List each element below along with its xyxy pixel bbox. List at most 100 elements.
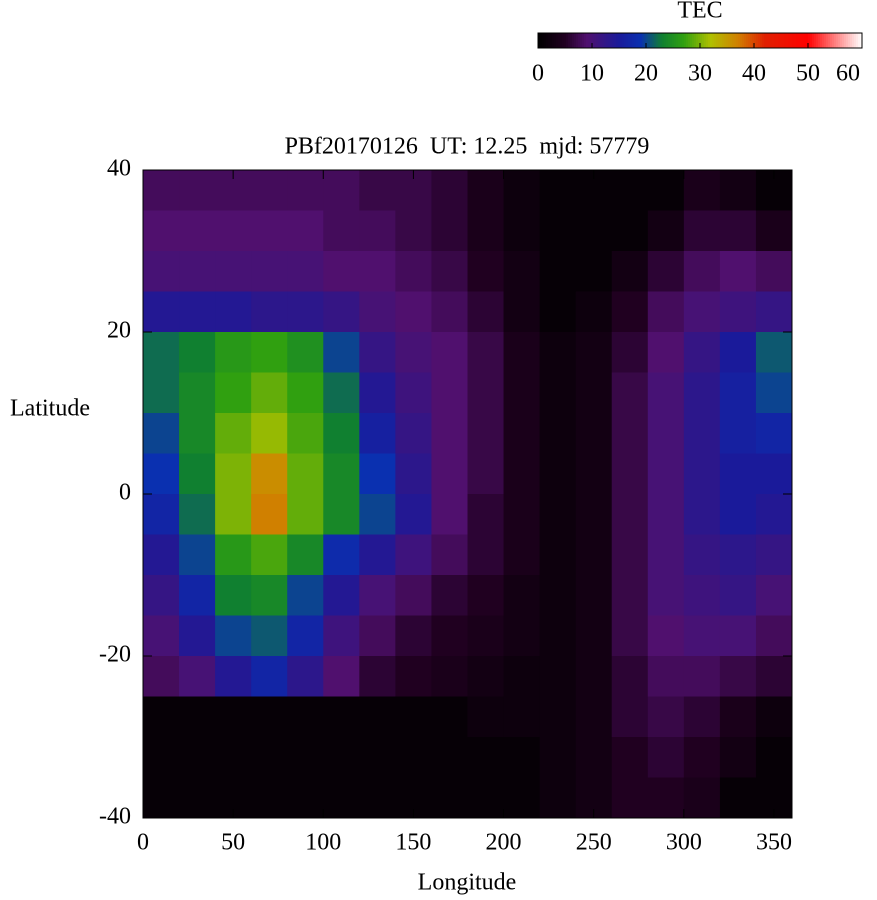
heatmap-cell	[683, 777, 721, 819]
heatmap-cell	[179, 737, 216, 778]
heatmap-cell	[719, 413, 757, 454]
colorbar-step	[786, 33, 789, 48]
heatmap-cell	[647, 453, 685, 495]
colorbar-step	[768, 33, 771, 48]
colorbar-step	[772, 33, 775, 48]
heatmap-cell	[287, 413, 324, 454]
heatmap-cell	[755, 291, 793, 333]
colorbar-step	[664, 33, 667, 48]
heatmap-cell	[359, 413, 396, 454]
heatmap-cell	[575, 372, 613, 414]
colorbar-step	[820, 33, 823, 48]
heatmap-cell	[431, 575, 468, 616]
colorbar-step	[600, 33, 603, 48]
colorbar-step	[728, 33, 731, 48]
heatmap-cell	[647, 737, 685, 778]
heatmap-cell	[431, 413, 468, 454]
heatmap-cell	[611, 494, 649, 535]
chart-title: PBf20170126 UT: 12.25 mjd: 57779	[285, 134, 650, 160]
colorbar-step	[646, 33, 649, 48]
colorbar-step	[846, 33, 849, 48]
heatmap-cell	[323, 494, 360, 535]
heatmap-cell	[323, 170, 360, 211]
colorbar-step	[742, 33, 745, 48]
heatmap-cell	[359, 656, 396, 697]
heatmap-cell	[503, 413, 541, 454]
heatmap-cell	[647, 615, 685, 657]
colorbar-step	[732, 33, 735, 48]
heatmap-cell	[755, 615, 793, 657]
heatmap-cell	[179, 615, 216, 657]
colorbar-step	[640, 33, 643, 48]
heatmap-cell	[143, 372, 180, 414]
heatmap-cell	[503, 777, 541, 819]
heatmap-cell	[215, 615, 252, 657]
heatmap-cell	[251, 656, 288, 697]
heatmap-cell	[575, 291, 613, 333]
heatmap-cell	[755, 575, 793, 616]
heatmap-cell	[359, 494, 396, 535]
heatmap-cell	[755, 696, 793, 738]
heatmap-cell	[431, 777, 468, 819]
heatmap-cell	[611, 372, 649, 414]
colorbar-step	[558, 33, 561, 48]
heatmap-cell	[359, 291, 396, 333]
heatmap-cell	[539, 453, 577, 495]
colorbar-step	[750, 33, 753, 48]
heatmap-cell	[215, 737, 252, 778]
colorbar-step	[832, 33, 835, 48]
colorbar-step	[670, 33, 673, 48]
colorbar-step	[744, 33, 747, 48]
heatmap-cell	[359, 696, 396, 738]
heatmap-cell	[683, 210, 721, 252]
colorbar-step	[548, 33, 551, 48]
colorbar-step	[586, 33, 589, 48]
colorbar-tick-label: 20	[634, 61, 658, 87]
heatmap-cell	[143, 737, 180, 778]
heatmap-cell	[719, 291, 757, 333]
colorbar-step	[682, 33, 685, 48]
heatmap-cell	[251, 210, 288, 252]
colorbar-step	[676, 33, 679, 48]
colorbar-step	[662, 33, 665, 48]
heatmap-cell	[467, 575, 505, 616]
heatmap-cell	[359, 575, 396, 616]
colorbar-step	[826, 33, 829, 48]
heatmap-cell	[575, 251, 613, 292]
colorbar-step	[810, 33, 813, 48]
heatmap-cell	[575, 656, 613, 697]
heatmap-cell	[323, 615, 360, 657]
y-tick-label: 40	[107, 156, 131, 182]
colorbar-step	[648, 33, 651, 48]
colorbar-step	[794, 33, 797, 48]
heatmap-cell	[755, 656, 793, 697]
colorbar-step	[706, 33, 709, 48]
heatmap-cell	[251, 575, 288, 616]
heatmap-cell	[215, 575, 252, 616]
heatmap-cell	[647, 656, 685, 697]
colorbar-step	[828, 33, 831, 48]
heatmap-cell	[143, 413, 180, 454]
colorbar-step	[848, 33, 851, 48]
heatmap-cell	[359, 737, 396, 778]
heatmap-cell	[719, 615, 757, 657]
heatmap-cell	[395, 494, 432, 535]
y-tick-label: -20	[99, 642, 131, 668]
colorbar-step	[800, 33, 803, 48]
colorbar-step	[802, 33, 805, 48]
colorbar-step	[840, 33, 843, 48]
colorbar-step	[604, 33, 607, 48]
heatmap-cell	[323, 372, 360, 414]
heatmap-cell	[539, 251, 577, 292]
heatmap-cell	[395, 534, 432, 576]
heatmap-cell	[143, 656, 180, 697]
heatmap-cell	[287, 534, 324, 576]
heatmap-cell	[287, 656, 324, 697]
heatmap-cell	[539, 170, 577, 211]
colorbar-step	[608, 33, 611, 48]
heatmap-cell	[683, 494, 721, 535]
heatmap-cell	[179, 413, 216, 454]
colorbar-step	[722, 33, 725, 48]
